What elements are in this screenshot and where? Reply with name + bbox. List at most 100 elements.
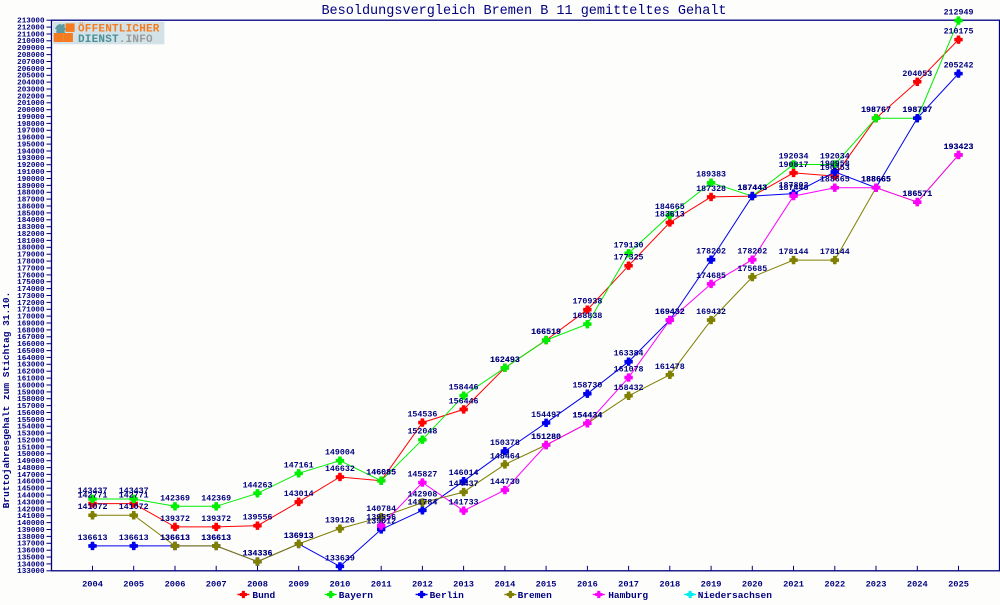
svg-text:2025: 2025 bbox=[948, 579, 969, 589]
svg-text:Besoldungsvergleich Bremen B 1: Besoldungsvergleich Bremen B 11 gemittel… bbox=[321, 4, 726, 19]
svg-text:144437: 144437 bbox=[449, 480, 479, 489]
svg-text:182000: 182000 bbox=[17, 231, 45, 239]
svg-text:189383: 189383 bbox=[696, 171, 726, 180]
svg-text:186571: 186571 bbox=[902, 190, 932, 199]
svg-text:Bremen: Bremen bbox=[518, 590, 553, 600]
svg-text:136000: 136000 bbox=[17, 548, 45, 556]
svg-text:150378: 150378 bbox=[490, 439, 520, 448]
svg-text:212949: 212949 bbox=[944, 9, 974, 18]
svg-text:145000: 145000 bbox=[17, 486, 45, 494]
svg-text:208000: 208000 bbox=[17, 52, 45, 60]
svg-text:156000: 156000 bbox=[17, 410, 45, 418]
svg-text:2015: 2015 bbox=[536, 579, 557, 589]
svg-text:171000: 171000 bbox=[17, 307, 45, 315]
svg-text:2022: 2022 bbox=[824, 579, 845, 589]
svg-text:191000: 191000 bbox=[17, 169, 45, 177]
svg-text:142000: 142000 bbox=[17, 506, 45, 514]
svg-text:2023: 2023 bbox=[866, 579, 887, 589]
svg-text:141733: 141733 bbox=[449, 499, 479, 508]
svg-text:197000: 197000 bbox=[17, 128, 45, 136]
svg-text:133000: 133000 bbox=[17, 568, 45, 576]
svg-text:181000: 181000 bbox=[17, 238, 45, 246]
svg-text:178144: 178144 bbox=[820, 248, 850, 257]
svg-text:205242: 205242 bbox=[944, 62, 974, 71]
svg-text:Berlin: Berlin bbox=[430, 590, 465, 600]
svg-text:137000: 137000 bbox=[17, 541, 45, 549]
svg-text:195000: 195000 bbox=[17, 142, 45, 150]
svg-text:206000: 206000 bbox=[17, 66, 45, 74]
svg-text:143437: 143437 bbox=[78, 487, 108, 496]
svg-text:Niedersachsen: Niedersachsen bbox=[698, 590, 772, 600]
svg-text:148000: 148000 bbox=[17, 465, 45, 473]
svg-text:139000: 139000 bbox=[17, 527, 45, 535]
svg-text:189000: 189000 bbox=[17, 183, 45, 191]
svg-text:158730: 158730 bbox=[572, 382, 602, 391]
svg-text:169432: 169432 bbox=[655, 308, 685, 317]
svg-text:134000: 134000 bbox=[17, 561, 45, 569]
svg-text:179130: 179130 bbox=[614, 241, 644, 250]
svg-text:178202: 178202 bbox=[696, 248, 726, 257]
svg-text:190817: 190817 bbox=[779, 161, 809, 170]
svg-text:186000: 186000 bbox=[17, 203, 45, 211]
svg-text:158446: 158446 bbox=[449, 384, 479, 393]
svg-text:188000: 188000 bbox=[17, 190, 45, 198]
svg-text:2024: 2024 bbox=[907, 579, 928, 589]
svg-text:187328: 187328 bbox=[696, 185, 726, 194]
svg-text:162000: 162000 bbox=[17, 369, 45, 377]
svg-text:174685: 174685 bbox=[696, 272, 726, 281]
svg-text:146000: 146000 bbox=[17, 479, 45, 487]
svg-text:Bayern: Bayern bbox=[339, 590, 374, 600]
svg-text:194000: 194000 bbox=[17, 148, 45, 156]
svg-text:178144: 178144 bbox=[779, 248, 809, 257]
svg-text:166519: 166519 bbox=[531, 328, 561, 337]
svg-text:154000: 154000 bbox=[17, 424, 45, 432]
svg-text:139126: 139126 bbox=[325, 517, 355, 526]
svg-text:147000: 147000 bbox=[17, 472, 45, 480]
svg-text:198000: 198000 bbox=[17, 121, 45, 129]
svg-text:193423: 193423 bbox=[944, 143, 974, 152]
svg-text:139556: 139556 bbox=[366, 514, 396, 523]
svg-text:133639: 133639 bbox=[325, 554, 355, 563]
svg-text:162493: 162493 bbox=[490, 356, 520, 365]
svg-text:174000: 174000 bbox=[17, 286, 45, 294]
svg-text:146085: 146085 bbox=[366, 469, 396, 478]
svg-text:188665: 188665 bbox=[820, 176, 850, 185]
svg-text:178000: 178000 bbox=[17, 259, 45, 267]
svg-text:198767: 198767 bbox=[902, 106, 932, 115]
svg-text:143000: 143000 bbox=[17, 499, 45, 507]
svg-text:205000: 205000 bbox=[17, 73, 45, 81]
svg-text:2018: 2018 bbox=[659, 579, 680, 589]
svg-text:187443: 187443 bbox=[737, 184, 767, 193]
svg-text:149004: 149004 bbox=[325, 449, 355, 458]
svg-text:Hamburg: Hamburg bbox=[608, 590, 648, 600]
svg-text:2013: 2013 bbox=[453, 579, 474, 589]
svg-text:136613: 136613 bbox=[160, 534, 190, 543]
svg-text:142908: 142908 bbox=[407, 491, 437, 500]
svg-text:188665: 188665 bbox=[861, 176, 891, 185]
svg-text:2021: 2021 bbox=[783, 579, 804, 589]
svg-text:202000: 202000 bbox=[17, 93, 45, 101]
svg-text:154497: 154497 bbox=[531, 411, 561, 420]
svg-text:168000: 168000 bbox=[17, 327, 45, 335]
svg-text:158432: 158432 bbox=[614, 384, 644, 393]
svg-text:Bund: Bund bbox=[252, 590, 275, 600]
svg-text:154536: 154536 bbox=[407, 411, 437, 420]
svg-text:196000: 196000 bbox=[17, 135, 45, 143]
svg-text:185000: 185000 bbox=[17, 210, 45, 218]
svg-text:2005: 2005 bbox=[123, 579, 144, 589]
svg-text:136613: 136613 bbox=[201, 534, 231, 543]
svg-text:2014: 2014 bbox=[494, 579, 515, 589]
svg-text:207000: 207000 bbox=[17, 59, 45, 67]
svg-text:184000: 184000 bbox=[17, 217, 45, 225]
svg-text:178202: 178202 bbox=[737, 248, 767, 257]
svg-text:200000: 200000 bbox=[17, 107, 45, 115]
svg-text:151000: 151000 bbox=[17, 444, 45, 452]
svg-text:2006: 2006 bbox=[165, 579, 186, 589]
svg-text:139372: 139372 bbox=[201, 515, 231, 524]
svg-text:166000: 166000 bbox=[17, 341, 45, 349]
svg-text:157000: 157000 bbox=[17, 403, 45, 411]
svg-text:163000: 163000 bbox=[17, 362, 45, 370]
svg-text:172000: 172000 bbox=[17, 300, 45, 308]
svg-text:DIENST.INFO: DIENST.INFO bbox=[78, 34, 153, 46]
svg-text:Bruttojahresgehalt zum Stichta: Bruttojahresgehalt zum Stichtag 31.10. bbox=[1, 292, 12, 509]
